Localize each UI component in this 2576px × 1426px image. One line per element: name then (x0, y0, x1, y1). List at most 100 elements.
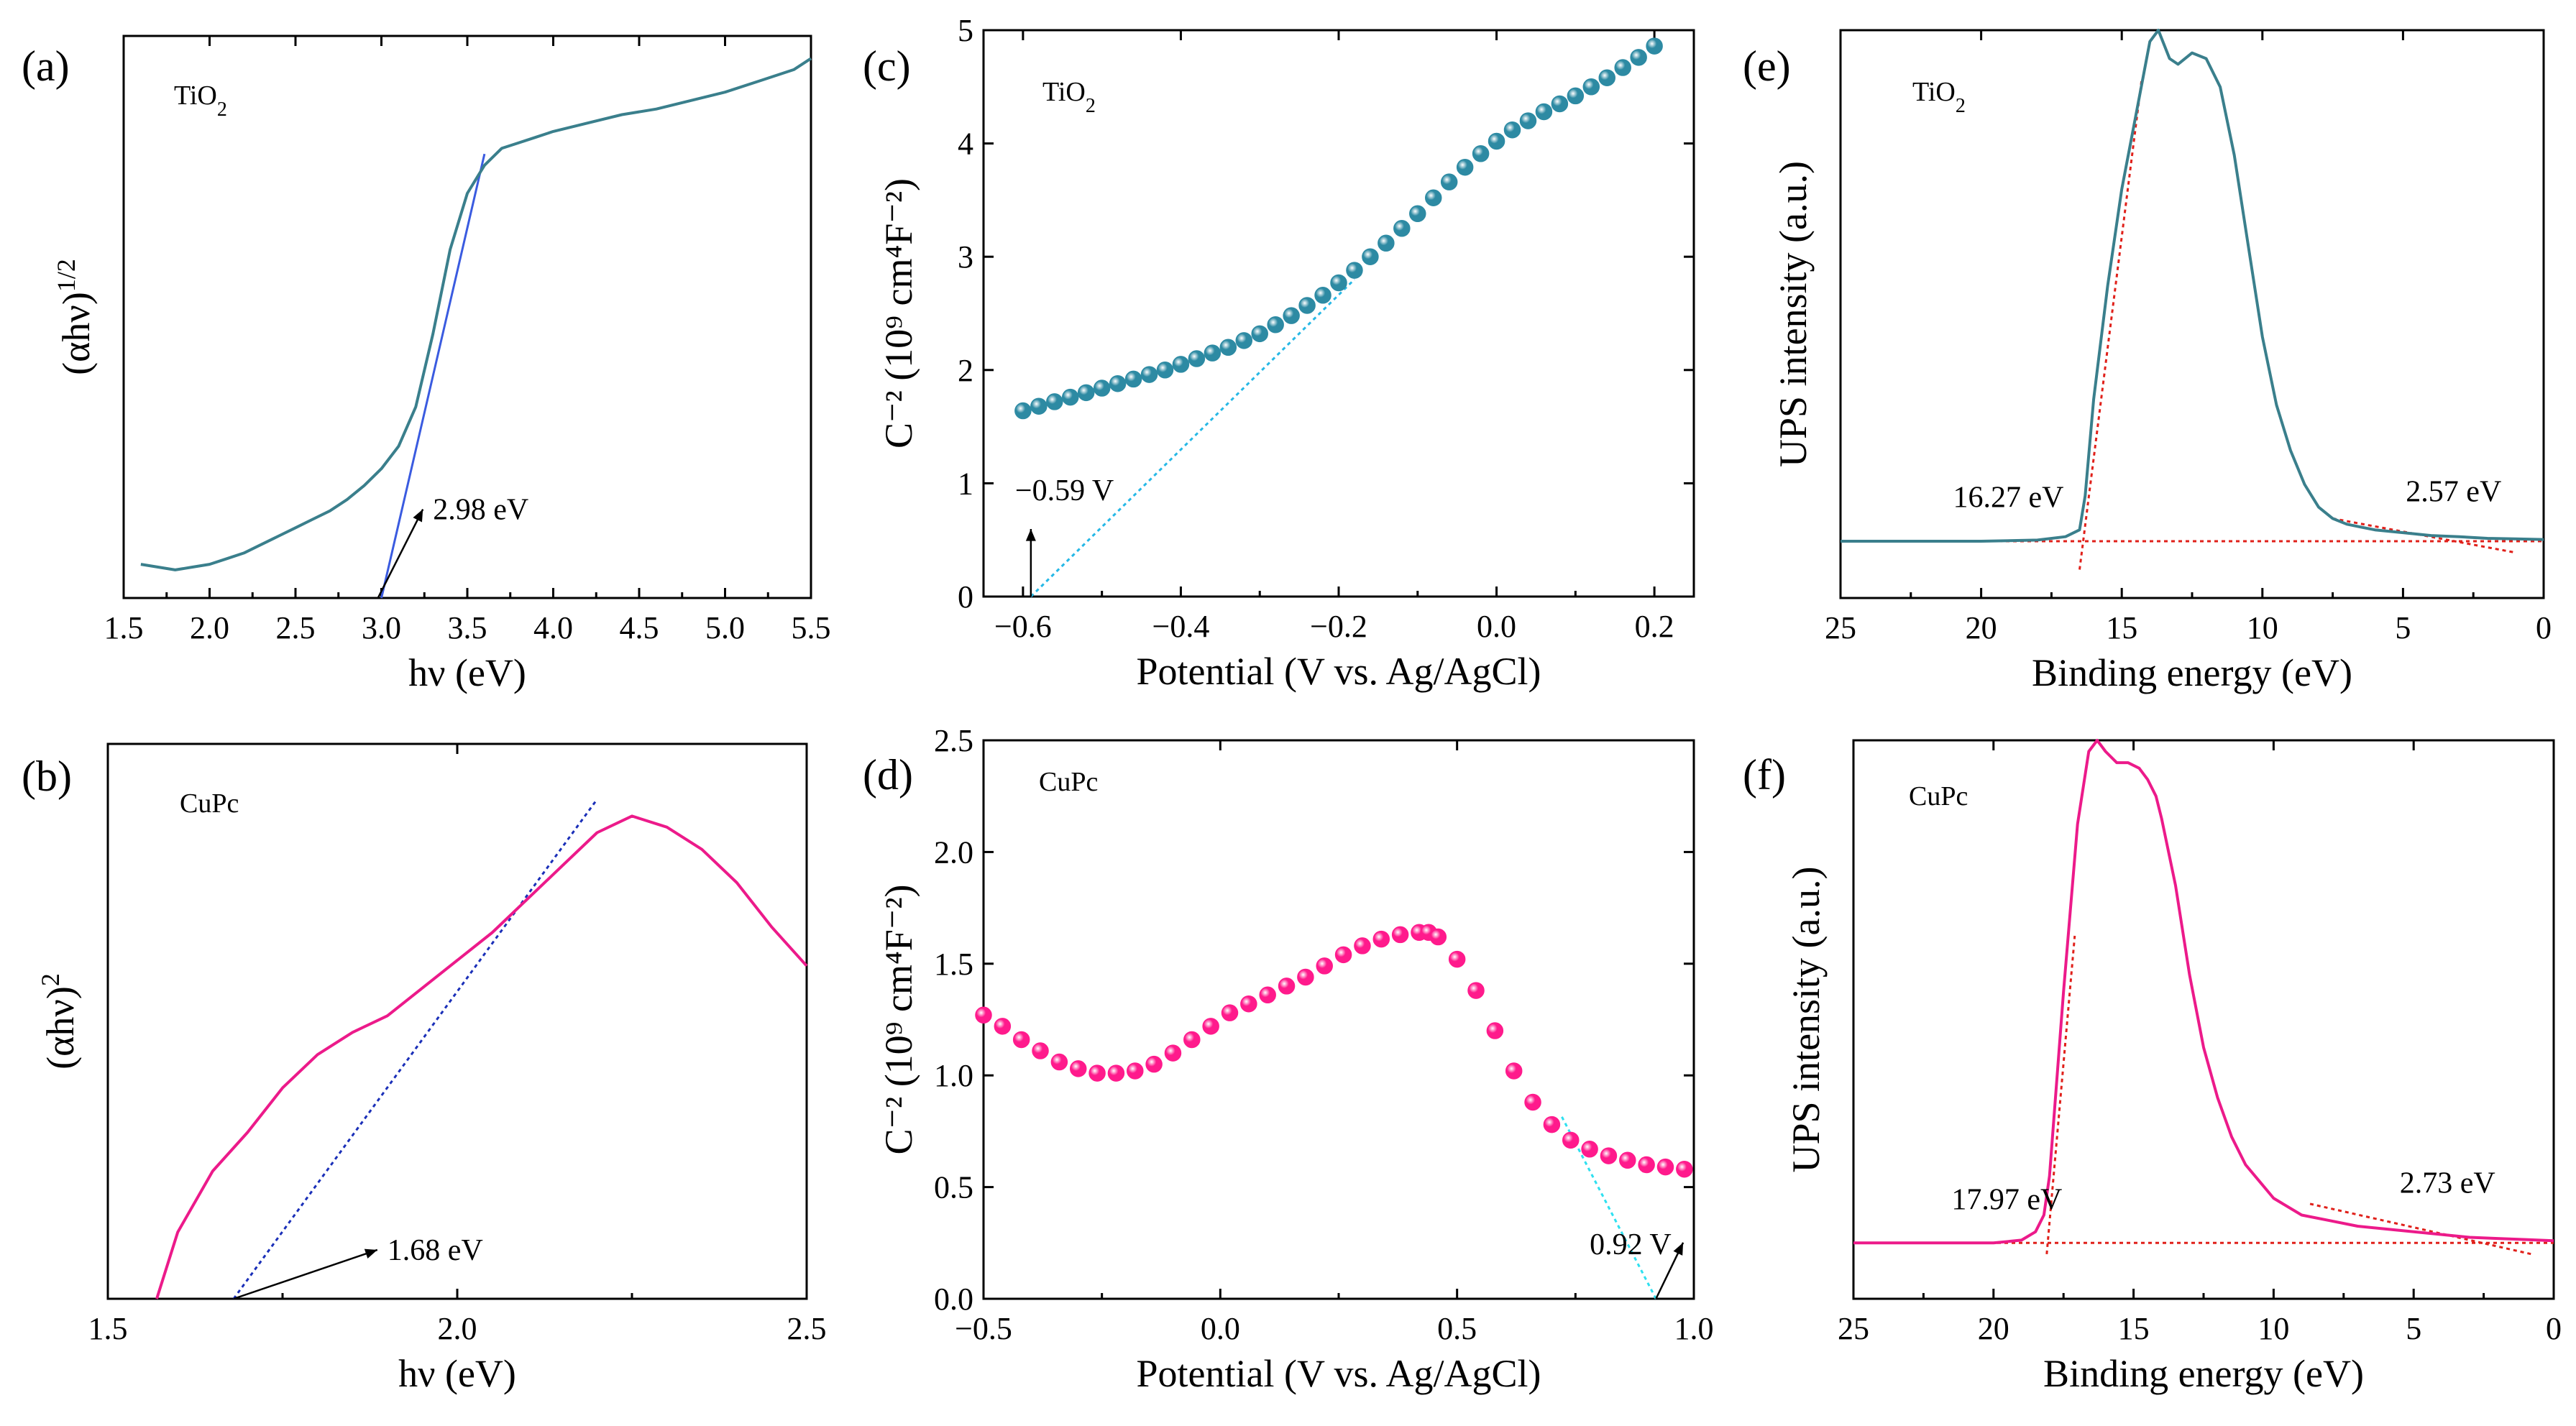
data-point (1298, 297, 1316, 314)
data-point (1219, 339, 1237, 356)
x-tick-label: 3.5 (448, 610, 487, 645)
fit-line (1560, 1115, 1657, 1300)
data-point (1567, 87, 1585, 105)
x-tick-label: 25 (1838, 1311, 1869, 1346)
data-point (1316, 957, 1333, 975)
panel-a: 1.5 2.0 2.5 3.0 3.5 4.0 4.5 5.0 5.5 hν (eV) (αhν)1… (22, 34, 831, 694)
panel-letter: (d) (863, 751, 913, 799)
x-axis-label: hν (eV) (408, 651, 526, 694)
data-point (1391, 926, 1409, 944)
data-point (1676, 1160, 1693, 1178)
data-point (1354, 937, 1371, 954)
data-point (1614, 59, 1631, 76)
data-point (1032, 1042, 1049, 1059)
data-point (1630, 49, 1647, 66)
x-tick-label: 5 (2395, 610, 2411, 645)
data-point (1488, 132, 1505, 150)
data-point (1093, 380, 1111, 397)
panel-letter: (a) (22, 42, 70, 90)
series-line (140, 57, 812, 571)
x-axis-label: Potential (V vs. Ag/AgCl) (1136, 1352, 1541, 1395)
y-tick-label: 0.5 (934, 1170, 973, 1205)
data-point (1535, 103, 1553, 121)
data-point (1050, 1053, 1068, 1071)
x-tick-label: 5.5 (792, 610, 831, 645)
annotation-arrow (377, 508, 424, 599)
data-point (1283, 307, 1300, 324)
data-point (1330, 274, 1347, 292)
data-point (1109, 374, 1127, 392)
y-tick-label: 2 (958, 353, 973, 388)
y-tick-label: 4 (958, 126, 973, 162)
fit-line (380, 153, 486, 599)
data-point (1127, 1062, 1144, 1080)
data-point (1656, 1158, 1674, 1176)
data-point (1503, 121, 1521, 139)
x-tick-label: 3.0 (362, 610, 401, 645)
data-point (1562, 1131, 1580, 1149)
fit-line (1030, 278, 1356, 598)
data-point (1172, 356, 1190, 373)
panel-e: 25 20 15 10 5 0 Binding energy (eV) UPS intensi… (1743, 29, 2552, 694)
sample-label: CuPc (1039, 767, 1098, 797)
x-tick-label: 4.0 (533, 610, 573, 645)
data-point (1619, 1151, 1636, 1169)
fit-line (2332, 517, 2516, 554)
y-axis-label: C⁻² (10⁹ cm⁴F⁻²) (877, 178, 920, 448)
fit-line (2045, 935, 2076, 1254)
data-point (1448, 950, 1466, 968)
data-point (1519, 112, 1537, 129)
fit-line (232, 799, 598, 1300)
annotation-label: 2.98 eV (433, 494, 528, 527)
y-tick-label: 0 (958, 579, 973, 615)
x-tick-label: 0 (2546, 1311, 2562, 1346)
data-point (1467, 982, 1485, 999)
x-tick-label: 1.5 (104, 610, 144, 645)
x-tick-label: 0 (2536, 610, 2552, 645)
y-tick-label: 2.0 (934, 834, 973, 870)
panel-letter: (f) (1743, 751, 1786, 799)
data-point (1393, 220, 1411, 237)
data-point (1267, 316, 1284, 334)
data-point (1062, 388, 1079, 406)
series-line (1841, 29, 2544, 543)
annotation-label: 2.73 eV (2400, 1167, 2495, 1200)
y-axis-label: UPS intensity (a.u.) (1784, 867, 1828, 1173)
x-axis-label: Potential (V vs. Ag/AgCl) (1136, 650, 1541, 693)
data-point (1334, 946, 1352, 964)
sample-label: CuPc (180, 788, 239, 819)
x-tick-label: −0.6 (994, 609, 1052, 644)
data-point (1012, 1031, 1030, 1049)
x-tick-label: 0.0 (1201, 1311, 1240, 1346)
annotation-label: 0.92 V (1590, 1228, 1672, 1261)
axes-frame (1839, 29, 2545, 599)
data-point (1259, 986, 1276, 1004)
y-axis-label: (αhν)1/2 (52, 259, 98, 375)
y-axis-label: C⁻² (10⁹ cm⁴F⁻²) (877, 884, 920, 1154)
panel-d: −0.5 0.0 0.5 1.00.00.51.01.52.02.5Potential… (863, 723, 1714, 1395)
data-point (1046, 393, 1063, 410)
data-point (1378, 234, 1395, 252)
y-tick-label: 3 (958, 239, 973, 275)
data-point (1140, 366, 1158, 383)
x-tick-label: 20 (1966, 610, 1997, 645)
data-point (1346, 262, 1363, 279)
data-point (1598, 69, 1615, 86)
x-tick-label: 0.5 (1437, 1311, 1477, 1346)
x-tick-label: 2.0 (438, 1311, 477, 1346)
data-point (1429, 928, 1447, 946)
axes-frame (106, 742, 808, 1300)
data-point (1156, 362, 1174, 379)
x-tick-label: 25 (1825, 610, 1856, 645)
panel-letter: (e) (1743, 42, 1791, 90)
y-tick-label: 1 (958, 466, 973, 501)
data-point (1600, 1147, 1618, 1164)
y-tick-label: 1.5 (934, 947, 973, 982)
data-point (1581, 1141, 1598, 1158)
data-point (1505, 1062, 1523, 1080)
data-point (1124, 370, 1142, 388)
data-point (1440, 173, 1458, 190)
axes-frame (982, 739, 1695, 1300)
x-axis-label: hν (eV) (398, 1352, 516, 1395)
